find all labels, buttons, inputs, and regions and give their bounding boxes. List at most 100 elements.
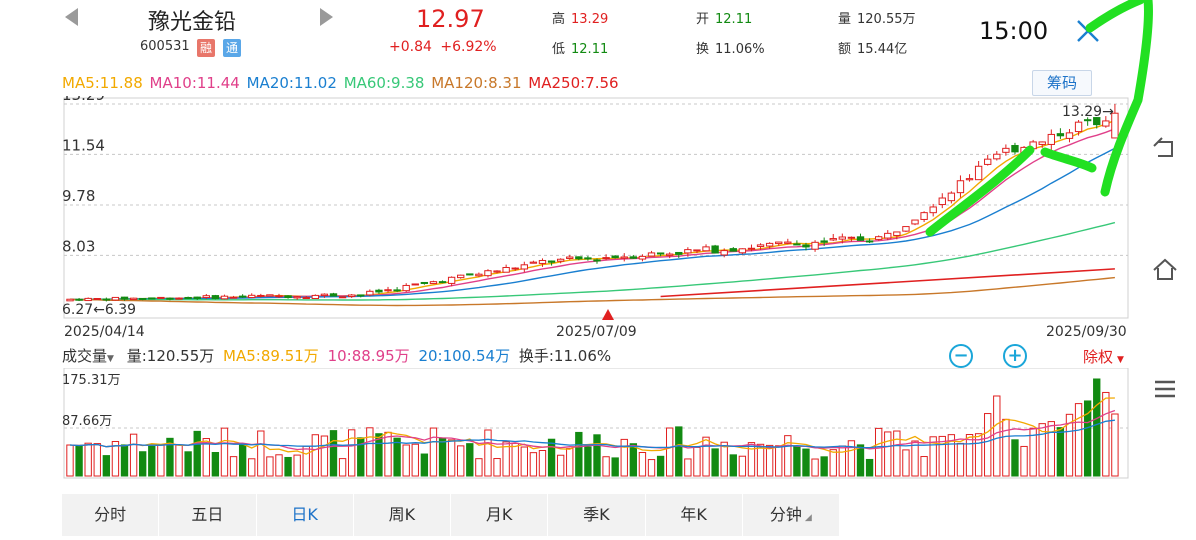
candle-body [338, 296, 347, 299]
high-stat: 高 13.29 [552, 12, 609, 27]
candle-body [148, 297, 156, 300]
candle-body [384, 289, 392, 292]
volume-bar [647, 459, 656, 477]
candle-body [1102, 120, 1110, 127]
candle-body [965, 178, 974, 181]
caret-down-icon: ▼ [107, 354, 114, 364]
vol-ma20-line [69, 419, 1115, 449]
volume-bar [484, 429, 492, 477]
volume-bar [575, 431, 583, 477]
candle-body [820, 240, 828, 243]
tab-intraday[interactable]: 分时 [62, 494, 160, 536]
vol-ma20: 20:100.54万 [418, 347, 511, 365]
candle-body [702, 246, 710, 252]
candle-body [838, 236, 847, 240]
candle-body [66, 298, 74, 302]
candle-body [229, 296, 238, 299]
date-label: 2025/09/30 [1046, 324, 1127, 340]
volume-axis-top: 175.31万 [62, 373, 121, 388]
volume-bar [166, 437, 174, 477]
ma10-label: MA10:11.44 [149, 74, 240, 92]
candle-body [684, 249, 692, 254]
candle-body [93, 297, 101, 300]
tab-weekly-k[interactable]: 周K [354, 494, 451, 536]
back-icon[interactable] [1150, 134, 1180, 164]
price-axis-label: 11.54 [62, 136, 105, 154]
candle-body [1020, 146, 1028, 154]
volume-bar [984, 413, 992, 477]
candle-body [556, 258, 565, 262]
candle-body [693, 249, 701, 252]
volume-bar [584, 446, 592, 477]
candle-body [493, 270, 501, 273]
indicator-select[interactable]: 成交量▼ [62, 347, 114, 365]
candle-body [393, 289, 401, 292]
prev-stock-icon[interactable] [62, 6, 82, 28]
volume-bar [366, 427, 374, 477]
close-icon[interactable] [1075, 18, 1101, 44]
volume-bar [629, 443, 638, 477]
volume-bar [111, 440, 120, 477]
volume-chart[interactable]: 175.31万 87.66万 [0, 368, 1140, 480]
volume-bar [438, 437, 447, 477]
candle-body [1002, 147, 1010, 153]
volume-bar [638, 451, 647, 477]
candle-body [593, 259, 601, 262]
candle-body [765, 242, 774, 247]
volume-bar [1029, 427, 1037, 477]
candle-body [956, 180, 965, 194]
volume-bar [965, 434, 974, 477]
volume-bar [538, 449, 547, 477]
candle-body [1029, 141, 1037, 150]
kline-chart[interactable]: 13.29 11.54 9.78 8.03 6.27←6.39 13.29→ 2025/04… [0, 96, 1140, 342]
date-label: 2025/04/14 [64, 324, 145, 340]
candle-body [438, 281, 447, 284]
candle-body [920, 212, 928, 220]
tab-five-day[interactable]: 五日 [159, 494, 257, 536]
candle-body [366, 290, 374, 296]
volume-bar [1111, 413, 1119, 477]
volume-bar [266, 456, 274, 477]
tab-daily-k[interactable]: 日K [257, 494, 354, 536]
ma5-label: MA5:11.88 [62, 74, 143, 92]
zoom-in-button[interactable]: + [1003, 344, 1027, 368]
adjust-select[interactable]: 除权 ▼ [1083, 348, 1124, 366]
volume-bar [711, 448, 719, 477]
candle-body [538, 259, 547, 264]
candle-body [620, 256, 628, 259]
candle-body [257, 294, 265, 297]
tab-monthly-k[interactable]: 月K [451, 494, 549, 536]
candle-body [1056, 133, 1065, 137]
tab-quarterly-k[interactable]: 季K [548, 494, 646, 536]
next-stock-icon[interactable] [316, 6, 336, 28]
volume-bar [384, 431, 392, 477]
candle-body [947, 192, 956, 202]
ma250-line [660, 268, 1115, 298]
volume-bar [756, 443, 765, 477]
volume-bar [420, 453, 429, 477]
volume-bar [338, 458, 347, 477]
tab-minute[interactable]: 分钟 ◢ [743, 494, 840, 536]
chip-distribution-button[interactable]: 筹码 [1032, 70, 1092, 96]
candle-body [284, 295, 292, 299]
candle-body [993, 153, 1001, 160]
volume-bar [357, 437, 365, 477]
tab-yearly-k[interactable]: 年K [646, 494, 743, 536]
volume-bar [275, 454, 283, 477]
open-stat: 开 12.11 [696, 12, 753, 27]
volume-bar [175, 444, 183, 477]
margin-tag: 融 [197, 39, 215, 57]
volume-bar [1074, 403, 1083, 477]
volume-bar [311, 434, 320, 477]
home-icon[interactable] [1150, 254, 1180, 284]
volume-bar [184, 451, 192, 477]
zoom-out-button[interactable]: − [949, 344, 973, 368]
volume-bar [1047, 421, 1055, 477]
menu-icon[interactable] [1150, 374, 1180, 404]
ma120-label: MA120:8.31 [431, 74, 522, 92]
volume-bar [829, 449, 837, 477]
candle-body [84, 297, 92, 302]
volume-bar [293, 454, 301, 477]
volume-bar [556, 454, 565, 477]
ma120-line [69, 276, 1115, 307]
